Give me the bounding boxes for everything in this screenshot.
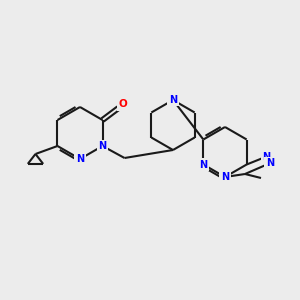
Text: N: N xyxy=(98,141,106,151)
Text: O: O xyxy=(118,99,127,109)
Text: N: N xyxy=(76,154,84,164)
Text: N: N xyxy=(221,172,229,182)
Text: N: N xyxy=(199,160,207,170)
Text: N: N xyxy=(169,95,177,105)
Text: N: N xyxy=(262,152,271,161)
Text: N: N xyxy=(266,158,274,168)
